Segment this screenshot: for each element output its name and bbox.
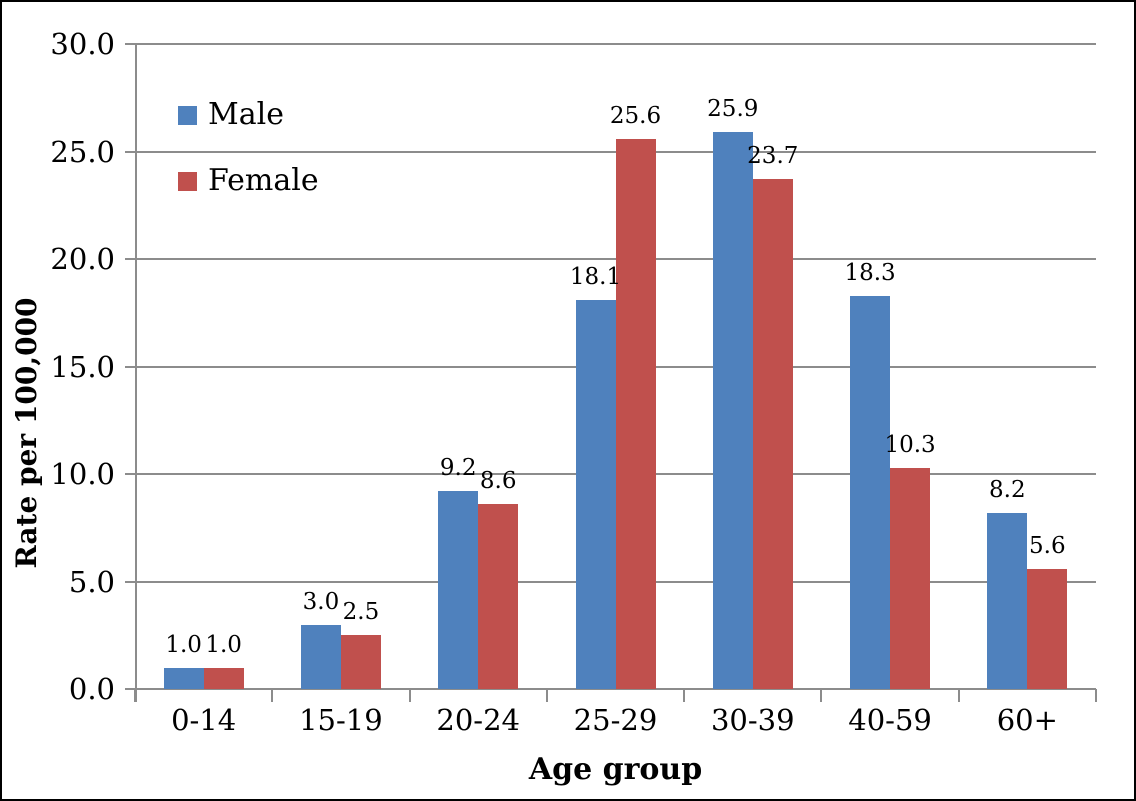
data-label: 8.2 [989,476,1026,503]
bar-female-0-14 [203,667,244,689]
y-axis-tick [125,365,135,368]
x-axis-tick [820,689,823,702]
data-label: 9.2 [439,455,477,482]
bar-male-25-29 [575,299,616,689]
x-axis-tick [683,689,686,702]
y-axis-tick [125,688,135,690]
data-label: 2.5 [342,599,380,626]
bar-male-0-14 [163,667,204,689]
y-tick-label: 20.0 [50,242,115,276]
gridline [135,43,1096,45]
bar-male-30-39 [712,132,753,689]
x-axis-tick [408,689,411,702]
y-axis-tick [125,580,135,583]
x-category-label: 25-29 [573,703,658,737]
data-label: 8.6 [479,468,517,495]
data-label: 18.3 [844,259,896,286]
data-label: 5.6 [1029,532,1066,559]
x-category-label: 30-39 [710,703,795,737]
bar-female-60+ [1027,568,1068,689]
data-label: 25.6 [609,102,662,129]
data-label: 18.1 [569,263,622,290]
y-axis-line [135,44,137,702]
x-category-label: 60+ [996,703,1058,737]
data-label: 25.9 [707,96,759,123]
legend-label: Female [208,163,319,198]
y-tick-label: 10.0 [50,457,115,491]
y-axis-tick [125,258,135,260]
bar-male-60+ [987,512,1028,689]
legend-swatch-male-icon [178,105,197,125]
bar-female-15-19 [340,635,381,689]
y-tick-label: 5.0 [68,564,115,599]
bar-female-20-24 [478,504,519,689]
bar-male-15-19 [300,624,341,689]
x-axis-tick [957,689,960,702]
x-axis-title: Age group [528,752,703,787]
data-label: 1.0 [165,631,202,658]
legend-swatch-female-icon [178,171,197,191]
x-axis-tick [134,689,136,702]
y-axis-tick [125,150,135,153]
y-tick-label: 15.0 [50,349,115,384]
data-label: 23.7 [747,143,799,170]
x-category-label: 20-24 [436,703,520,737]
y-axis-tick [125,473,135,475]
data-label: 10.3 [884,431,936,458]
legend-item-female: Female [178,164,319,198]
x-axis-tick [545,689,548,702]
y-tick-label: 0.0 [68,672,115,706]
y-tick-label: 30.0 [50,27,115,61]
y-tick-label: 25.0 [50,134,115,169]
legend-item-male: Male [178,98,284,132]
legend-label: Male [208,97,284,132]
data-label: 1.0 [205,631,242,658]
x-axis-tick [1095,689,1097,702]
y-axis-tick [125,43,135,45]
gridline [135,688,1096,690]
bar-female-30-39 [752,179,793,689]
x-category-label: 40-59 [848,703,932,737]
x-category-label: 0-14 [171,703,237,737]
bar-male-20-24 [438,491,479,689]
bar-male-40-59 [850,295,891,689]
data-label: 3.0 [302,588,340,615]
x-category-label: 15-19 [299,703,383,737]
bar-female-40-59 [890,467,931,689]
bar-female-25-29 [615,138,656,689]
x-axis-tick [271,689,274,702]
